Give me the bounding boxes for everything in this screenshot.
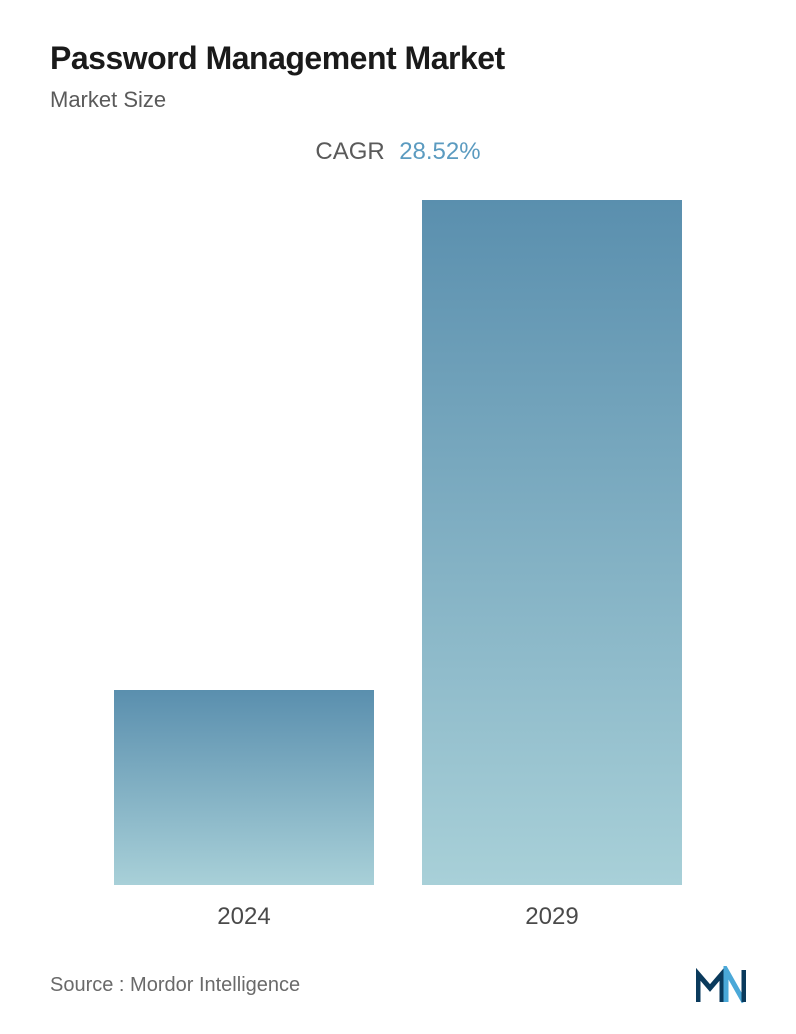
- chart-subtitle: Market Size: [50, 87, 746, 113]
- bar-group-0: 2024: [114, 690, 374, 931]
- chart-container: Password Management Market Market Size C…: [0, 0, 796, 1034]
- cagr-row: CAGR 28.52%: [50, 138, 746, 166]
- mordor-logo-icon: [696, 966, 746, 1004]
- bar-label-1: 2029: [525, 903, 578, 931]
- bar-group-1: 2029: [422, 200, 682, 931]
- bar-1: [422, 200, 682, 885]
- bar-0: [114, 690, 374, 885]
- chart-footer: Source : Mordor Intelligence: [50, 951, 746, 1004]
- chart-plot-area: 2024 2029: [50, 186, 746, 951]
- cagr-value: 28.52%: [399, 138, 480, 165]
- chart-title: Password Management Market: [50, 40, 746, 77]
- bar-label-0: 2024: [217, 903, 270, 931]
- source-attribution: Source : Mordor Intelligence: [50, 974, 300, 997]
- cagr-label: CAGR: [315, 138, 384, 165]
